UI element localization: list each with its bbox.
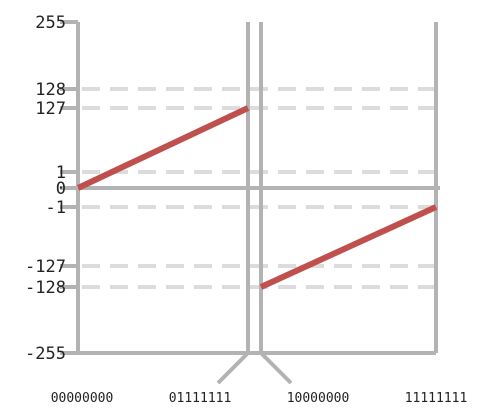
series-segment-2: [259, 204, 438, 290]
y-tick-label: -255: [25, 344, 66, 364]
x-tick-label: 00000000: [51, 391, 114, 406]
y-tick-label: 128: [35, 80, 66, 100]
chart-frame: [76, 22, 440, 385]
y-tick-label: 255: [35, 13, 66, 33]
x-axis-ticks: 00000000 01111111 10000000 11111111: [51, 391, 468, 406]
y-tick-label: -1: [46, 198, 66, 218]
y-tick-label: 0: [56, 179, 66, 199]
series-segment-1: [76, 105, 250, 191]
y-tick-label: 127: [35, 99, 66, 119]
axis-split-marker: [216, 351, 293, 385]
y-tick-label: 1: [56, 163, 66, 183]
y-tick-label: -127: [25, 257, 66, 277]
x-tick-label: 11111111: [405, 391, 468, 406]
x-tick-label: 10000000: [287, 391, 350, 406]
y-tick-label: -128: [25, 278, 66, 298]
x-tick-label: 01111111: [169, 391, 232, 406]
series-lines: [76, 105, 438, 290]
